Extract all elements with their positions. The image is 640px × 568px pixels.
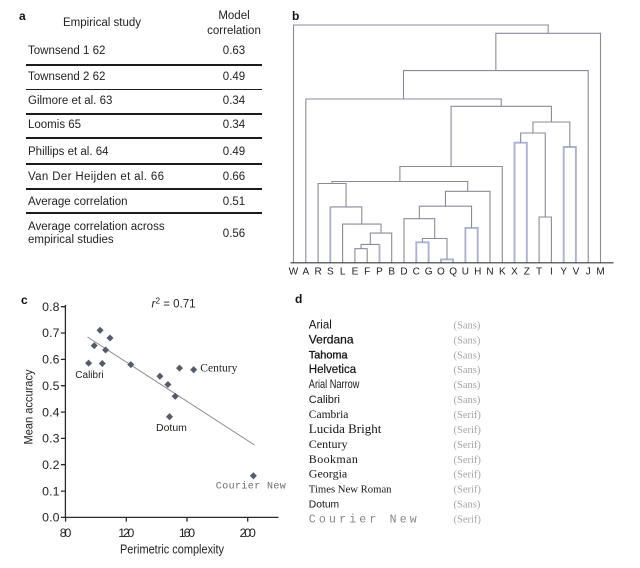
svg-text:Courier New: Courier New	[309, 514, 420, 527]
svg-text:D: D	[400, 267, 407, 278]
svg-text:Georgia: Georgia	[309, 467, 348, 481]
svg-text:C: C	[413, 267, 420, 278]
svg-text:0.5: 0.5	[42, 379, 60, 393]
svg-text:0.2: 0.2	[42, 458, 60, 472]
svg-text:(Sans): (Sans)	[454, 365, 481, 376]
svg-text:Century: Century	[200, 362, 237, 374]
svg-text:L: L	[340, 267, 346, 278]
svg-text:(Serif): (Serif)	[454, 455, 482, 466]
svg-text:G: G	[425, 267, 433, 278]
svg-text:Verdana: Verdana	[309, 332, 354, 346]
svg-text:M: M	[596, 267, 604, 278]
svg-text:Calibri: Calibri	[309, 394, 340, 406]
svg-text:(Serif): (Serif)	[454, 485, 482, 496]
svg-text:P: P	[376, 267, 383, 278]
svg-text:Century: Century	[309, 437, 348, 451]
svg-text:0.7: 0.7	[42, 326, 60, 340]
svg-text:B: B	[388, 267, 395, 278]
svg-text:Arial Narrow: Arial Narrow	[309, 378, 360, 391]
svg-text:Helvetica: Helvetica	[309, 364, 357, 376]
svg-text:Dotum: Dotum	[156, 422, 187, 434]
svg-text:H: H	[474, 267, 481, 278]
svg-text:0.4: 0.4	[42, 405, 60, 419]
svg-text:T: T	[536, 267, 542, 278]
svg-text:S: S	[327, 267, 334, 278]
svg-text:U: U	[462, 267, 469, 278]
svg-text:Perimetric complexity: Perimetric complexity	[120, 542, 224, 557]
svg-text:0.8: 0.8	[42, 300, 60, 314]
svg-text:V: V	[573, 267, 580, 278]
svg-text:I: I	[550, 267, 553, 278]
svg-text:Times New Roman: Times New Roman	[309, 484, 392, 496]
svg-text:200: 200	[240, 526, 256, 540]
svg-text:r2 = 0.71: r2 = 0.71	[152, 295, 196, 310]
svg-text:(Serif): (Serif)	[454, 440, 482, 451]
svg-text:Cambria: Cambria	[309, 409, 349, 421]
svg-text:(Sans): (Sans)	[454, 500, 481, 511]
svg-text:120: 120	[118, 526, 134, 540]
svg-text:Lucida Bright: Lucida Bright	[309, 421, 382, 436]
svg-text:N: N	[486, 267, 493, 278]
svg-text:A: A	[302, 267, 309, 278]
svg-text:(Sans): (Sans)	[454, 350, 481, 361]
svg-text:0.6: 0.6	[42, 353, 60, 367]
svg-text:Q: Q	[449, 267, 457, 278]
svg-text:O: O	[437, 267, 445, 278]
svg-text:Arial: Arial	[309, 319, 332, 331]
svg-text:160: 160	[179, 526, 195, 540]
svg-text:Calibri: Calibri	[75, 370, 103, 381]
svg-text:Bookman: Bookman	[309, 452, 358, 466]
svg-text:0.1: 0.1	[42, 484, 60, 498]
svg-text:Z: Z	[524, 267, 530, 278]
svg-text:80: 80	[60, 526, 72, 540]
svg-text:W: W	[289, 267, 299, 278]
svg-text:X: X	[511, 267, 518, 278]
svg-text:0.0: 0.0	[42, 511, 60, 525]
svg-text:K: K	[499, 267, 506, 278]
svg-text:(Serif): (Serif)	[454, 425, 482, 436]
svg-text:(Serif): (Serif)	[454, 410, 482, 421]
svg-text:(Sans): (Sans)	[454, 335, 481, 346]
svg-text:(Serif): (Serif)	[454, 515, 482, 526]
svg-text:(Sans): (Sans)	[454, 380, 481, 391]
svg-text:(Sans): (Sans)	[454, 395, 481, 406]
svg-text:Y: Y	[560, 267, 567, 278]
svg-text:(Sans): (Sans)	[454, 320, 481, 331]
svg-text:Mean accuracy: Mean accuracy	[21, 370, 35, 445]
svg-text:J: J	[586, 267, 591, 278]
svg-text:(Serif): (Serif)	[454, 470, 482, 481]
svg-text:F: F	[364, 267, 370, 278]
svg-text:0.3: 0.3	[42, 432, 60, 446]
svg-text:E: E	[352, 267, 359, 278]
svg-text:Courier New: Courier New	[216, 481, 286, 493]
svg-text:R: R	[314, 267, 321, 278]
svg-text:Tahoma: Tahoma	[309, 349, 349, 361]
svg-text:Dotum: Dotum	[309, 500, 339, 511]
